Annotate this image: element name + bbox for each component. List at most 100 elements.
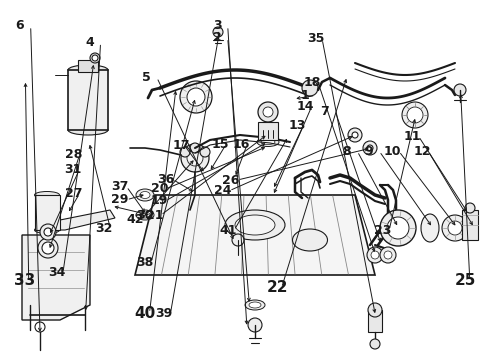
- Circle shape: [453, 84, 465, 96]
- Text: 40: 40: [134, 306, 155, 321]
- Text: 36: 36: [157, 173, 174, 186]
- Circle shape: [383, 251, 391, 259]
- Text: 26: 26: [222, 174, 240, 186]
- Text: 34: 34: [48, 266, 65, 279]
- Text: 2: 2: [212, 31, 221, 44]
- Text: 33: 33: [14, 273, 35, 288]
- Circle shape: [362, 141, 376, 155]
- Circle shape: [370, 251, 378, 259]
- Text: 11: 11: [403, 130, 420, 143]
- Circle shape: [186, 150, 203, 166]
- Bar: [258, 122, 278, 140]
- Circle shape: [40, 224, 56, 240]
- Text: 9: 9: [364, 145, 372, 158]
- Text: 4: 4: [85, 36, 94, 49]
- Text: 38: 38: [136, 256, 153, 269]
- Bar: [367, 310, 381, 332]
- Polygon shape: [135, 195, 374, 275]
- Text: 22: 22: [266, 280, 287, 296]
- Circle shape: [180, 147, 190, 157]
- Bar: [35, 195, 60, 230]
- Circle shape: [351, 132, 357, 138]
- Circle shape: [44, 228, 52, 236]
- Text: 25: 25: [454, 273, 475, 288]
- Text: 8: 8: [342, 145, 350, 158]
- Circle shape: [231, 234, 244, 246]
- Circle shape: [92, 55, 98, 61]
- Ellipse shape: [261, 139, 274, 144]
- Circle shape: [181, 144, 208, 172]
- Ellipse shape: [136, 189, 154, 201]
- Ellipse shape: [68, 125, 108, 135]
- Circle shape: [186, 88, 204, 106]
- Circle shape: [369, 339, 379, 349]
- Text: 19: 19: [150, 194, 168, 207]
- Ellipse shape: [136, 210, 154, 220]
- Text: 30: 30: [136, 209, 153, 222]
- Text: 7: 7: [320, 105, 328, 118]
- Ellipse shape: [35, 192, 60, 198]
- Circle shape: [379, 247, 395, 263]
- Circle shape: [180, 81, 212, 113]
- Ellipse shape: [292, 229, 327, 251]
- Text: 32: 32: [95, 222, 113, 235]
- Text: 20: 20: [150, 183, 168, 195]
- Text: 23: 23: [373, 224, 391, 237]
- Circle shape: [401, 102, 427, 128]
- Circle shape: [386, 217, 408, 239]
- Text: 6: 6: [16, 19, 24, 32]
- Circle shape: [258, 102, 278, 122]
- Circle shape: [213, 27, 223, 37]
- Text: 41: 41: [219, 224, 236, 237]
- Circle shape: [90, 53, 100, 63]
- Text: 17: 17: [172, 139, 189, 152]
- Ellipse shape: [248, 302, 261, 308]
- Circle shape: [200, 147, 209, 157]
- Ellipse shape: [68, 65, 108, 75]
- Bar: [78, 60, 98, 72]
- Ellipse shape: [140, 212, 150, 218]
- Text: 21: 21: [145, 209, 163, 222]
- Ellipse shape: [224, 210, 285, 240]
- Circle shape: [447, 221, 461, 235]
- Circle shape: [366, 145, 372, 151]
- Text: 39: 39: [155, 307, 172, 320]
- Bar: [461, 210, 477, 240]
- Text: 28: 28: [64, 148, 82, 161]
- Circle shape: [464, 203, 474, 213]
- Text: 29: 29: [111, 193, 129, 206]
- Text: 18: 18: [303, 76, 320, 89]
- Polygon shape: [22, 235, 90, 320]
- Text: 10: 10: [383, 145, 401, 158]
- Circle shape: [263, 107, 272, 117]
- Ellipse shape: [35, 226, 60, 234]
- Circle shape: [38, 238, 58, 258]
- Ellipse shape: [140, 192, 150, 198]
- Text: 24: 24: [214, 184, 231, 197]
- Circle shape: [366, 247, 382, 263]
- Text: 13: 13: [288, 119, 305, 132]
- Circle shape: [406, 107, 422, 123]
- Text: 42: 42: [126, 213, 143, 226]
- Circle shape: [379, 210, 415, 246]
- Bar: [68, 70, 108, 130]
- Text: 14: 14: [296, 100, 314, 113]
- Text: 35: 35: [306, 32, 324, 45]
- Ellipse shape: [235, 215, 274, 235]
- Text: 1: 1: [300, 89, 309, 102]
- Text: 15: 15: [211, 138, 228, 150]
- Circle shape: [367, 303, 381, 317]
- Ellipse shape: [257, 138, 279, 147]
- Text: 27: 27: [64, 187, 82, 200]
- Text: 31: 31: [64, 163, 82, 176]
- Circle shape: [35, 322, 45, 332]
- Circle shape: [347, 128, 361, 142]
- Circle shape: [190, 143, 200, 153]
- Text: 3: 3: [212, 19, 221, 32]
- Ellipse shape: [244, 300, 264, 310]
- Text: 37: 37: [111, 180, 129, 193]
- Circle shape: [247, 318, 262, 332]
- Polygon shape: [60, 210, 115, 230]
- Circle shape: [441, 215, 467, 241]
- Circle shape: [302, 80, 317, 96]
